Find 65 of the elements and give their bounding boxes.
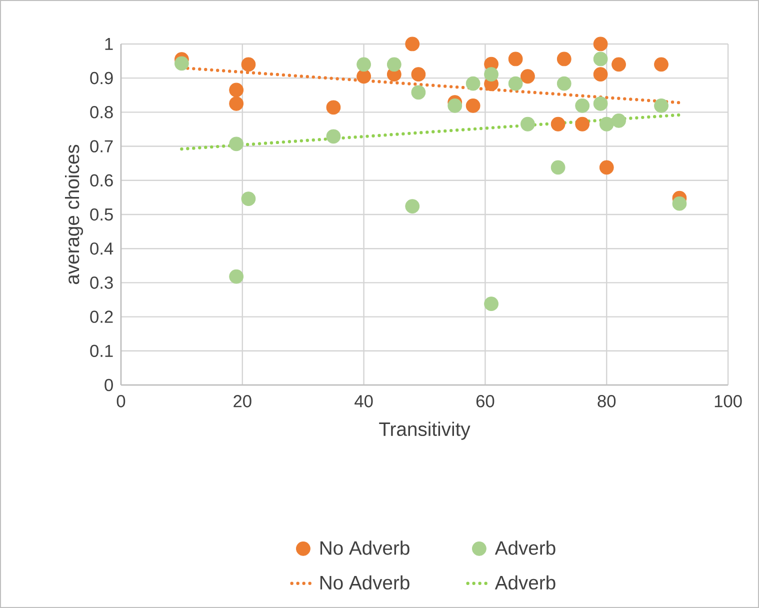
y-tick-label: 0 [104,378,113,392]
point [466,98,480,113]
point [556,52,572,66]
point [550,116,566,132]
y-tick-label: 1 [105,38,113,50]
legend-label: Adverb [494,540,556,555]
legend-label: No Adverb [320,575,410,590]
point [654,57,668,72]
point [411,85,426,100]
point [672,196,687,211]
x-axis-title: Transitivity [379,422,470,440]
point [229,269,244,284]
point [241,192,256,206]
y-axis-title: average choices [64,144,84,284]
legend-label: No Adverb [320,540,410,555]
point [241,57,256,72]
point [508,52,523,66]
point [575,116,590,132]
point [575,98,590,113]
point [174,56,189,71]
point [508,76,523,91]
point [593,96,608,111]
point [484,67,498,82]
point [484,296,498,312]
point [405,199,420,214]
x-tick-label: 40 [354,395,373,408]
point [326,100,341,115]
point [599,116,614,132]
point [612,113,626,128]
point [654,98,668,113]
point [612,57,626,72]
point [229,136,244,152]
point [356,69,372,84]
point [326,129,341,144]
point [356,57,372,72]
point [593,52,608,66]
x-tick-label: 60 [476,395,494,408]
point [466,76,480,91]
y-tick-label: 0.3 [90,276,113,289]
x-tick-label: 100 [714,395,742,408]
y-tick-label: 0.7 [90,140,113,152]
y-tick-label: 0.9 [90,72,113,84]
point [520,116,535,132]
point [411,67,426,82]
point [556,76,572,91]
point [593,36,608,52]
x-tick-label: 0 [116,395,126,408]
point [386,57,402,72]
y-tick-label: 0.2 [90,310,113,323]
x-tick-label: 80 [598,395,616,408]
point [405,36,420,52]
point [550,160,566,175]
y-tick-label: 0.5 [90,208,113,221]
x-tick-label: 20 [234,395,252,408]
y-tick-label: 0.1 [90,344,113,358]
point [599,160,614,175]
point [448,98,462,113]
point [229,82,244,98]
legend-label: Adverb [494,575,556,590]
y-tick-label: 0.4 [90,242,114,255]
point [593,67,608,82]
y-tick-label: 0.8 [90,106,113,118]
point [229,96,244,111]
y-tick-label: 0.6 [90,174,113,187]
point [520,69,535,84]
